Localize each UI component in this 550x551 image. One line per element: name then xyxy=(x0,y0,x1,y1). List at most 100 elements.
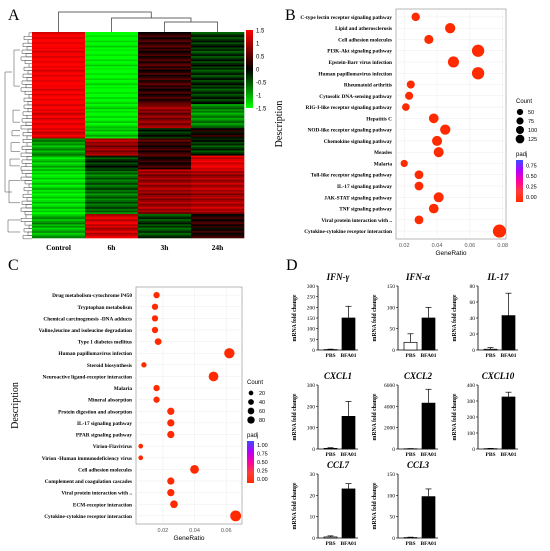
heatmap-cell xyxy=(32,219,86,222)
heatmap-cell xyxy=(138,136,192,139)
heatmap-cell xyxy=(138,37,192,40)
heatmap-legend-tick: 1 xyxy=(256,42,260,48)
heatmap-cell xyxy=(32,196,86,199)
heatmap-cell xyxy=(138,129,192,132)
heatmap-cell xyxy=(85,42,139,45)
term-label: Hepatitis C xyxy=(366,116,392,122)
heatmap-cell xyxy=(85,32,139,35)
heatmap-cell xyxy=(85,114,139,117)
heatmap-cell xyxy=(32,61,86,64)
heatmap-cell xyxy=(32,133,86,136)
heatmap-cell xyxy=(191,210,245,213)
count-legend-dot xyxy=(248,390,254,396)
heatmap-cell xyxy=(138,85,192,88)
padj-color-scale xyxy=(516,160,523,202)
bar xyxy=(421,402,436,450)
term-label: TNF signaling pathway xyxy=(339,207,392,213)
y-tick-label: 0 xyxy=(392,348,395,354)
term-label: Toll-like receptor signaling pathway xyxy=(311,173,393,179)
heatmap-cell xyxy=(32,165,86,168)
y-tick-label: 50 xyxy=(390,327,396,333)
panel-label-b: B xyxy=(285,7,296,24)
heatmap-cell xyxy=(32,128,86,131)
heatmap-cell xyxy=(138,107,192,110)
x-tick-label: 0.02 xyxy=(399,243,410,249)
heatmap-cell xyxy=(191,160,245,163)
bar xyxy=(323,448,338,450)
heatmap-cell xyxy=(32,90,86,93)
heatmap-cell xyxy=(138,213,192,216)
heatmap-cell xyxy=(32,78,86,81)
heatmap-cell xyxy=(191,159,245,162)
heatmap-cell xyxy=(85,229,139,232)
heatmap-cell xyxy=(191,167,245,170)
heatmap-cell xyxy=(138,126,192,129)
y-tick-label: 400 xyxy=(467,383,476,389)
data-point xyxy=(432,135,443,146)
heatmap-cell xyxy=(191,136,245,139)
heatmap-cell xyxy=(138,189,192,192)
y-tick-label: 100 xyxy=(467,431,476,437)
heatmap-cell xyxy=(191,100,245,103)
plot-area xyxy=(135,286,243,525)
category-label: BFA01 xyxy=(340,353,356,359)
heatmap-cell xyxy=(85,159,139,162)
heatmap-cell xyxy=(138,92,192,95)
heatmap-cell xyxy=(85,76,139,79)
bar xyxy=(501,396,516,450)
heatmap-cell xyxy=(191,135,245,138)
heatmap-cell xyxy=(85,157,139,160)
heatmap-cell xyxy=(138,116,192,119)
heatmap-cell xyxy=(191,90,245,93)
heatmap-cell xyxy=(85,219,139,222)
padj-legend-tick: 0.25 xyxy=(526,184,537,190)
term-label: C-type lectin receptor signaling pathway xyxy=(300,15,392,21)
heatmap-cell xyxy=(191,44,245,47)
heatmap-cell xyxy=(138,98,192,101)
heatmap-cell xyxy=(138,224,192,227)
heatmap-cell xyxy=(138,88,192,91)
term-label: Mineral absorption xyxy=(88,398,132,404)
heatmap-cell xyxy=(85,61,139,64)
heatmap-cell xyxy=(191,165,245,168)
heatmap-cell xyxy=(85,35,139,38)
term-label: Steroid biosynthesis xyxy=(87,363,132,369)
y-tick-label: 60 xyxy=(470,300,476,306)
heatmap-cell xyxy=(191,147,245,150)
data-point xyxy=(402,103,410,111)
heatmap-cell xyxy=(191,107,245,110)
heatmap-cell xyxy=(32,210,86,213)
heatmap-cell xyxy=(85,57,139,60)
y-axis-label: mRNA fold change xyxy=(372,294,378,341)
heatmap-cell xyxy=(32,224,86,227)
heatmap-cell xyxy=(32,183,86,186)
heatmap-cell xyxy=(85,59,139,62)
row-dendrogram xyxy=(4,32,32,240)
heatmap-cell xyxy=(138,219,192,222)
y-tick-label: 0 xyxy=(392,447,395,453)
heatmap-cell xyxy=(138,44,192,47)
heatmap-cell xyxy=(138,148,192,151)
heatmap-cell xyxy=(85,97,139,100)
heatmap-cell xyxy=(85,232,139,235)
term-label: Chemical carcinogenesis -DNA adducts xyxy=(43,316,132,322)
count-legend-dot xyxy=(516,117,524,125)
heatmap-cell xyxy=(32,69,86,72)
subplot-title: CXCL1 xyxy=(324,371,352,381)
heatmap-cell xyxy=(191,64,245,67)
y-tick-label: 300 xyxy=(307,284,316,290)
y-tick-label: 200 xyxy=(307,305,316,311)
heatmap-cell xyxy=(85,150,139,153)
heatmap-cell xyxy=(32,57,86,60)
heatmap-cell xyxy=(85,191,139,194)
heatmap-cell xyxy=(85,47,139,50)
term-label: Lipid and atherosclerosis xyxy=(335,26,392,32)
bar xyxy=(421,496,436,539)
heatmap-cell xyxy=(191,71,245,74)
heatmap-cell xyxy=(138,145,192,148)
heatmap-cell xyxy=(85,129,139,132)
heatmap-cell xyxy=(191,76,245,79)
heatmap-cell xyxy=(138,193,192,196)
heatmap-cell xyxy=(191,162,245,165)
heatmap-cell xyxy=(32,45,86,48)
